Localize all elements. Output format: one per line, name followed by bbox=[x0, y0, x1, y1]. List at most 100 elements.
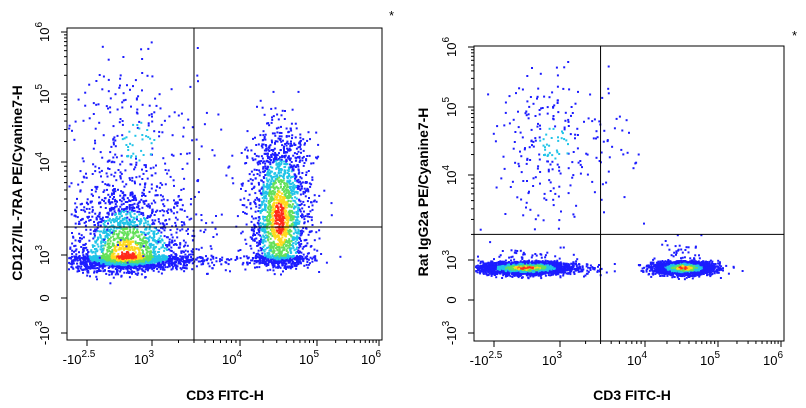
event-dot bbox=[290, 157, 292, 159]
event-dot bbox=[153, 167, 155, 169]
event-dot bbox=[210, 259, 212, 261]
event-dot bbox=[102, 245, 104, 247]
event-dot bbox=[120, 276, 122, 278]
event-dot bbox=[135, 235, 137, 237]
event-dot bbox=[258, 250, 260, 252]
event-dot bbox=[311, 261, 313, 263]
event-dot bbox=[284, 143, 286, 145]
event-dot bbox=[130, 243, 132, 245]
event-dot bbox=[207, 263, 209, 265]
event-dot bbox=[282, 270, 284, 272]
event-dot bbox=[276, 205, 278, 207]
event-dot bbox=[126, 253, 128, 255]
event-dot bbox=[100, 264, 102, 266]
event-dot bbox=[87, 198, 89, 200]
event-dot bbox=[250, 260, 252, 262]
event-dot bbox=[100, 242, 102, 244]
event-dot bbox=[269, 161, 271, 163]
event-dot bbox=[102, 181, 104, 183]
event-dot bbox=[139, 258, 141, 260]
event-dot bbox=[96, 218, 98, 220]
event-dot bbox=[120, 269, 122, 271]
event-dot bbox=[90, 257, 92, 259]
event-dot bbox=[156, 229, 158, 231]
event-dot bbox=[275, 160, 277, 162]
event-dot bbox=[86, 256, 88, 258]
event-dot bbox=[285, 193, 287, 195]
event-dot bbox=[104, 269, 106, 271]
event-dot bbox=[88, 240, 90, 242]
event-dot bbox=[147, 260, 149, 262]
event-dot bbox=[107, 243, 109, 245]
event-dot bbox=[311, 219, 313, 221]
event-dot bbox=[268, 150, 270, 152]
event-dot bbox=[93, 233, 95, 235]
event-dot bbox=[270, 223, 272, 225]
event-dot bbox=[277, 187, 279, 189]
event-dot bbox=[290, 128, 292, 130]
event-dot bbox=[172, 266, 174, 268]
event-dot bbox=[288, 205, 290, 207]
event-dot bbox=[303, 150, 305, 152]
event-dot bbox=[164, 163, 166, 165]
event-dot bbox=[316, 201, 318, 203]
event-dot bbox=[174, 111, 176, 113]
event-dot bbox=[260, 100, 262, 102]
event-dot bbox=[262, 187, 264, 189]
event-dot bbox=[168, 115, 170, 117]
event-dot bbox=[309, 210, 311, 212]
event-dot bbox=[305, 215, 307, 217]
event-dot bbox=[155, 241, 157, 243]
event-dot bbox=[318, 271, 320, 273]
event-dot bbox=[119, 175, 121, 177]
event-dot bbox=[109, 258, 111, 260]
event-dot bbox=[296, 148, 298, 150]
event-dot bbox=[293, 218, 295, 220]
event-dot bbox=[271, 178, 273, 180]
event-dot bbox=[267, 263, 269, 265]
event-dot bbox=[270, 108, 272, 110]
event-dot bbox=[113, 175, 115, 177]
event-dot bbox=[246, 155, 248, 157]
event-dot bbox=[171, 234, 173, 236]
event-dot bbox=[289, 179, 291, 181]
event-dot bbox=[319, 238, 321, 240]
event-dot bbox=[264, 197, 266, 199]
event-dot bbox=[111, 232, 113, 234]
event-dot bbox=[289, 234, 291, 236]
event-dot bbox=[133, 224, 135, 226]
event-dot bbox=[83, 176, 85, 178]
event-dot bbox=[95, 276, 97, 278]
event-dot bbox=[81, 238, 83, 240]
event-dot bbox=[132, 204, 134, 206]
event-dot bbox=[71, 213, 73, 215]
event-dot bbox=[145, 248, 147, 250]
event-dot bbox=[165, 244, 167, 246]
event-dot bbox=[150, 250, 152, 252]
event-dot bbox=[221, 214, 223, 216]
event-dot bbox=[201, 247, 203, 249]
event-dot bbox=[286, 203, 288, 205]
y-axis-label: CD127/IL-7RA PE/Cyanine7-H bbox=[9, 85, 25, 281]
event-dot bbox=[85, 229, 87, 231]
event-dot bbox=[302, 181, 304, 183]
event-dot bbox=[123, 258, 125, 260]
event-dot bbox=[302, 201, 304, 203]
event-dot bbox=[243, 255, 245, 257]
event-dot bbox=[253, 174, 255, 176]
event-dot bbox=[284, 110, 286, 112]
event-dot bbox=[263, 160, 265, 162]
event-dot bbox=[278, 212, 280, 214]
event-dot bbox=[75, 121, 77, 123]
event-dot bbox=[274, 223, 276, 225]
event-dot bbox=[119, 216, 121, 218]
event-dot bbox=[78, 233, 80, 235]
event-dot bbox=[256, 106, 258, 108]
event-dot bbox=[255, 257, 257, 259]
event-dot bbox=[300, 152, 302, 154]
event-dot bbox=[134, 264, 136, 266]
event-dot bbox=[134, 181, 136, 183]
event-dot bbox=[91, 265, 93, 267]
event-dot bbox=[255, 144, 257, 146]
event-dot bbox=[251, 171, 253, 173]
